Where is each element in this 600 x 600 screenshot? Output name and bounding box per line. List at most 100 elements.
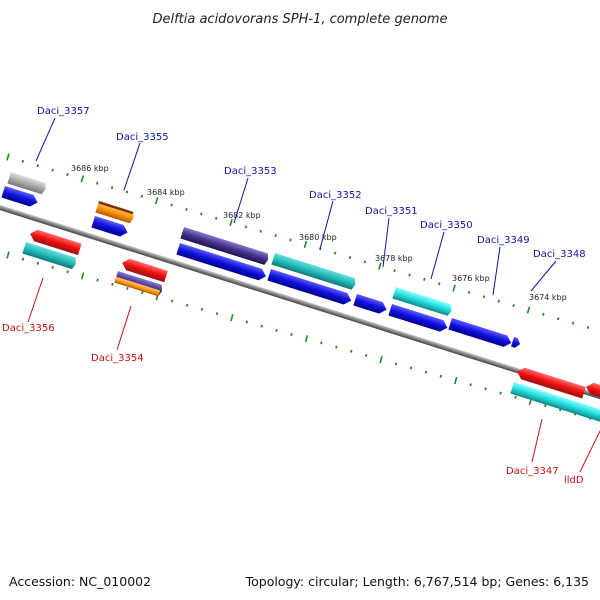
feature-daci-3352-teal[interactable] xyxy=(271,253,357,290)
inner-major-tick xyxy=(80,272,85,280)
feature-daci-3355-orange[interactable] xyxy=(95,201,135,224)
outer-minor-tick xyxy=(408,273,411,277)
gene-label-daci-3349[interactable]: Daci_3349 xyxy=(477,235,530,246)
gene-label-lldd[interactable]: lldD xyxy=(564,475,584,486)
inner-major-tick xyxy=(6,251,10,259)
inner-minor-tick xyxy=(290,333,293,337)
inner-minor-tick xyxy=(514,395,517,399)
inner-minor-tick xyxy=(424,370,428,374)
gene-label-daci-3350[interactable]: Daci_3350 xyxy=(420,220,473,231)
outer-minor-tick xyxy=(125,190,129,194)
callout-lines-top xyxy=(35,117,557,296)
outer-minor-tick xyxy=(36,164,39,168)
tick-label-3676: 3676 kbp xyxy=(452,274,490,283)
outer-minor-tick xyxy=(51,168,54,172)
inner-major-tick xyxy=(454,376,458,385)
inner-minor-tick xyxy=(36,261,40,265)
outer-major-tick xyxy=(526,306,531,314)
tick-label-3674: 3674 kbp xyxy=(529,293,567,302)
outer-minor-tick xyxy=(393,269,396,273)
outer-minor-tick xyxy=(214,216,218,220)
gene-label-daci-3356[interactable]: Daci_3356 xyxy=(2,323,55,334)
inner-minor-tick xyxy=(66,270,69,274)
cds-daci-3353[interactable] xyxy=(176,243,267,282)
cds-daci-3355[interactable] xyxy=(91,216,129,238)
genome-backbone xyxy=(0,199,600,409)
feature-daci-3350-cyan[interactable] xyxy=(392,287,453,316)
feature-daci-3354-navy[interactable] xyxy=(114,271,163,297)
accession-text: Accession: NC_010002 xyxy=(9,574,151,589)
tick-label-3678: 3678 kbp xyxy=(375,254,413,263)
inner-minor-tick xyxy=(484,387,487,391)
inner-minor-tick xyxy=(96,278,99,282)
inner-minor-tick xyxy=(215,312,219,316)
gene-label-daci-3347[interactable]: Daci_3347 xyxy=(506,466,559,477)
cds-daci-3348[interactable] xyxy=(510,337,522,349)
gene-label-daci-3352[interactable]: Daci_3352 xyxy=(309,190,362,201)
outer-minor-tick xyxy=(556,317,560,321)
feature-lldd-red[interactable] xyxy=(584,381,600,402)
inner-major-tick xyxy=(379,356,383,364)
outer-major-tick xyxy=(378,262,382,270)
gene-label-daci-3355[interactable]: Daci_3355 xyxy=(116,132,169,143)
inner-minor-tick xyxy=(185,303,189,307)
outer-minor-tick xyxy=(423,277,426,281)
outer-minor-tick xyxy=(512,304,515,308)
feature-daci-3356-cyan[interactable] xyxy=(22,242,77,270)
outer-minor-tick xyxy=(66,172,69,176)
inner-major-tick xyxy=(304,335,309,343)
outer-minor-tick xyxy=(542,312,545,316)
feature-daci-3353-navy[interactable] xyxy=(180,227,269,266)
gene-label-daci-3353[interactable]: Daci_3353 xyxy=(224,166,277,177)
gene-label-daci-3357[interactable]: Daci_3357 xyxy=(37,106,90,117)
genome-summary-text: Topology: circular; Length: 6,767,514 bp… xyxy=(245,574,589,589)
outer-minor-tick xyxy=(110,186,114,190)
outer-minor-tick xyxy=(259,229,263,233)
inner-minor-tick xyxy=(335,345,338,349)
cds-daci-3352[interactable] xyxy=(267,269,353,306)
inner-minor-tick xyxy=(141,291,144,295)
outer-minor-tick xyxy=(586,325,590,329)
feature-daci-3356-red[interactable] xyxy=(28,228,82,256)
cds-daci-3357[interactable] xyxy=(1,186,39,208)
feature-daci-3357[interactable] xyxy=(7,172,47,195)
inner-minor-tick xyxy=(439,374,443,378)
outer-minor-tick xyxy=(333,251,337,255)
cds-daci-3349[interactable] xyxy=(448,318,513,349)
inner-minor-tick xyxy=(364,353,368,357)
outer-major-tick xyxy=(154,197,159,205)
gene-label-daci-3354[interactable]: Daci_3354 xyxy=(91,353,144,364)
inner-minor-tick xyxy=(21,257,25,261)
outer-minor-tick xyxy=(348,256,352,260)
inner-minor-tick xyxy=(51,266,54,270)
outer-major-tick xyxy=(229,218,233,227)
inner-major-tick xyxy=(230,314,234,322)
outer-minor-tick xyxy=(21,159,25,163)
inner-minor-tick xyxy=(200,307,204,311)
inner-minor-tick xyxy=(111,282,114,286)
cds-daci-3351[interactable] xyxy=(353,294,388,315)
tick-label-3680: 3680 kbp xyxy=(299,233,337,242)
gene-label-daci-3348[interactable]: Daci_3348 xyxy=(533,249,586,260)
feature-daci-3347-red[interactable] xyxy=(515,366,586,399)
outer-minor-tick xyxy=(185,207,188,211)
cds-daci-3350[interactable] xyxy=(388,304,449,333)
outer-minor-tick xyxy=(438,282,441,286)
callout-lines-bottom xyxy=(27,277,600,473)
feature-daci-3347-cyan[interactable] xyxy=(510,382,600,424)
outer-minor-tick xyxy=(467,290,471,294)
outer-minor-tick xyxy=(200,212,203,216)
tick-label-3686: 3686 kbp xyxy=(71,164,109,173)
inner-tick-track xyxy=(6,251,592,420)
outer-minor-tick xyxy=(289,238,292,242)
outer-minor-tick xyxy=(170,203,173,207)
outer-minor-tick xyxy=(95,181,99,185)
feature-daci-3354-red[interactable] xyxy=(120,257,168,283)
inner-minor-tick xyxy=(394,362,398,366)
outer-minor-tick xyxy=(482,295,486,299)
inner-minor-tick xyxy=(126,286,129,290)
outer-minor-tick xyxy=(274,234,277,238)
map-title: Delftia acidovorans SPH-1, complete geno… xyxy=(152,12,447,27)
inner-minor-tick xyxy=(170,299,174,303)
gene-label-daci-3351[interactable]: Daci_3351 xyxy=(365,206,418,217)
